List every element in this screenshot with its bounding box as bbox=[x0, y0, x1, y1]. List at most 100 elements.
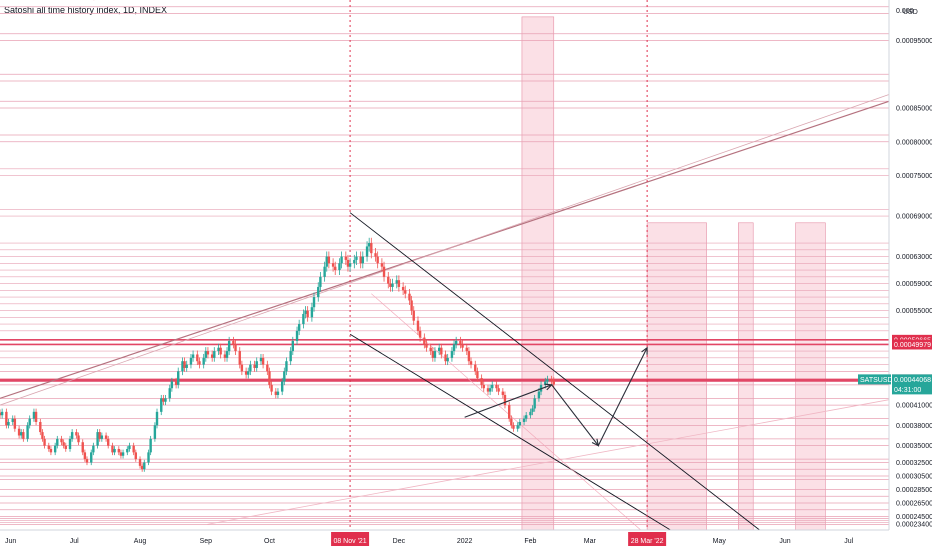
candle-body bbox=[232, 340, 235, 345]
candle-body bbox=[465, 347, 468, 352]
candle-body bbox=[174, 381, 178, 385]
candle-body bbox=[516, 425, 519, 429]
candle-body bbox=[83, 452, 87, 460]
candle-body bbox=[121, 452, 125, 456]
candle-body bbox=[107, 438, 110, 446]
candle-body bbox=[60, 438, 63, 443]
candle-body bbox=[168, 388, 171, 399]
candle-body bbox=[162, 398, 165, 402]
price-highlight-label: 0.00049979 bbox=[894, 342, 931, 349]
candle-body bbox=[62, 442, 65, 446]
candle-body bbox=[143, 462, 146, 470]
candle-body bbox=[244, 371, 248, 375]
long-trendline bbox=[205, 399, 890, 525]
price-tick-label: 0.00035000 bbox=[896, 443, 932, 450]
countdown-label: 04:31:00 bbox=[894, 387, 921, 394]
candle-body bbox=[338, 263, 341, 271]
candle-body bbox=[510, 418, 513, 426]
unit-label: USD bbox=[903, 9, 918, 16]
channel-upper bbox=[349, 212, 760, 531]
price-tick-label: 0.00032500 bbox=[896, 460, 932, 467]
candle-body bbox=[270, 384, 273, 392]
price-highlight-box bbox=[892, 339, 932, 350]
candle-body bbox=[227, 340, 231, 352]
candle-body bbox=[181, 361, 184, 372]
highlight-bands bbox=[521, 16, 826, 531]
candle-body bbox=[153, 425, 157, 439]
candle-body bbox=[285, 361, 288, 372]
price-tick-label: 0.000 bbox=[896, 8, 914, 15]
candle-body bbox=[5, 411, 8, 426]
candle-body bbox=[401, 286, 405, 291]
price-tick-label: 0.00030500 bbox=[896, 473, 932, 480]
candle-body bbox=[111, 445, 114, 453]
candle-body bbox=[274, 391, 278, 395]
candle-body bbox=[64, 445, 67, 449]
candle-body bbox=[437, 347, 441, 352]
candle-body bbox=[185, 364, 188, 368]
price-tick-label: 0.00041000 bbox=[896, 403, 932, 410]
chart-title: Satoshi all time history index, 1D, INDE… bbox=[4, 5, 168, 15]
time-tick-label: Jul bbox=[70, 538, 79, 545]
candle-body bbox=[550, 379, 553, 381]
candle-body bbox=[459, 340, 462, 345]
time-tick-label: Dec bbox=[393, 538, 406, 545]
candle-body bbox=[39, 421, 42, 433]
candle-body bbox=[340, 256, 343, 264]
candle-body bbox=[331, 263, 335, 267]
arrowhead bbox=[591, 438, 600, 447]
candle-body bbox=[512, 425, 515, 429]
candle-body bbox=[234, 344, 237, 352]
time-tick-label: Oct bbox=[264, 538, 275, 545]
projection-box bbox=[738, 222, 754, 531]
candle-body bbox=[223, 354, 227, 358]
time-tick-label: Jun bbox=[5, 538, 16, 545]
projection-box bbox=[646, 222, 707, 531]
candle-body bbox=[238, 351, 241, 365]
candle-body bbox=[100, 435, 104, 439]
candle-body bbox=[134, 452, 137, 460]
candle-body bbox=[47, 445, 50, 449]
candle-body bbox=[531, 408, 534, 412]
candle-body bbox=[444, 354, 447, 362]
candle-body bbox=[104, 435, 108, 439]
candle-body bbox=[28, 418, 31, 426]
candle-body bbox=[17, 428, 21, 436]
candle-body bbox=[70, 432, 74, 439]
candle-body bbox=[202, 357, 205, 365]
candle-body bbox=[280, 381, 284, 392]
candle-body bbox=[306, 310, 309, 318]
time-axis[interactable]: Jun Jul Aug Sep Oct Dec 2022 Feb Mar May Jun Jul 08 … bbox=[0, 529, 932, 550]
projection-path bbox=[464, 347, 648, 447]
candle-body bbox=[213, 351, 216, 358]
candle-body bbox=[138, 459, 142, 466]
time-tick-label: Mar bbox=[584, 538, 597, 545]
candle-body bbox=[522, 418, 526, 422]
candle-body bbox=[433, 351, 437, 358]
candle-body bbox=[155, 411, 159, 426]
candle-body bbox=[128, 445, 131, 449]
candle-body bbox=[113, 448, 116, 453]
candle-body bbox=[261, 357, 265, 365]
candle-body bbox=[259, 357, 263, 362]
candle-body bbox=[491, 384, 494, 389]
price-tick-label: 0.00023400 bbox=[896, 521, 932, 528]
candle-body bbox=[81, 442, 84, 453]
candle-body bbox=[117, 448, 121, 453]
date-markers bbox=[349, 0, 648, 530]
projection-box bbox=[521, 16, 555, 531]
channel-lower bbox=[349, 333, 671, 531]
candle-body bbox=[355, 256, 358, 260]
candle-body bbox=[126, 448, 129, 453]
candle-body bbox=[132, 445, 135, 453]
candle-body bbox=[92, 445, 95, 453]
candle-body bbox=[96, 432, 99, 446]
candle-body bbox=[408, 293, 411, 301]
candle-body bbox=[524, 415, 528, 419]
candle-body bbox=[22, 432, 25, 439]
candle-body bbox=[225, 351, 229, 358]
candle-body bbox=[13, 418, 17, 429]
candle-body bbox=[291, 340, 294, 352]
